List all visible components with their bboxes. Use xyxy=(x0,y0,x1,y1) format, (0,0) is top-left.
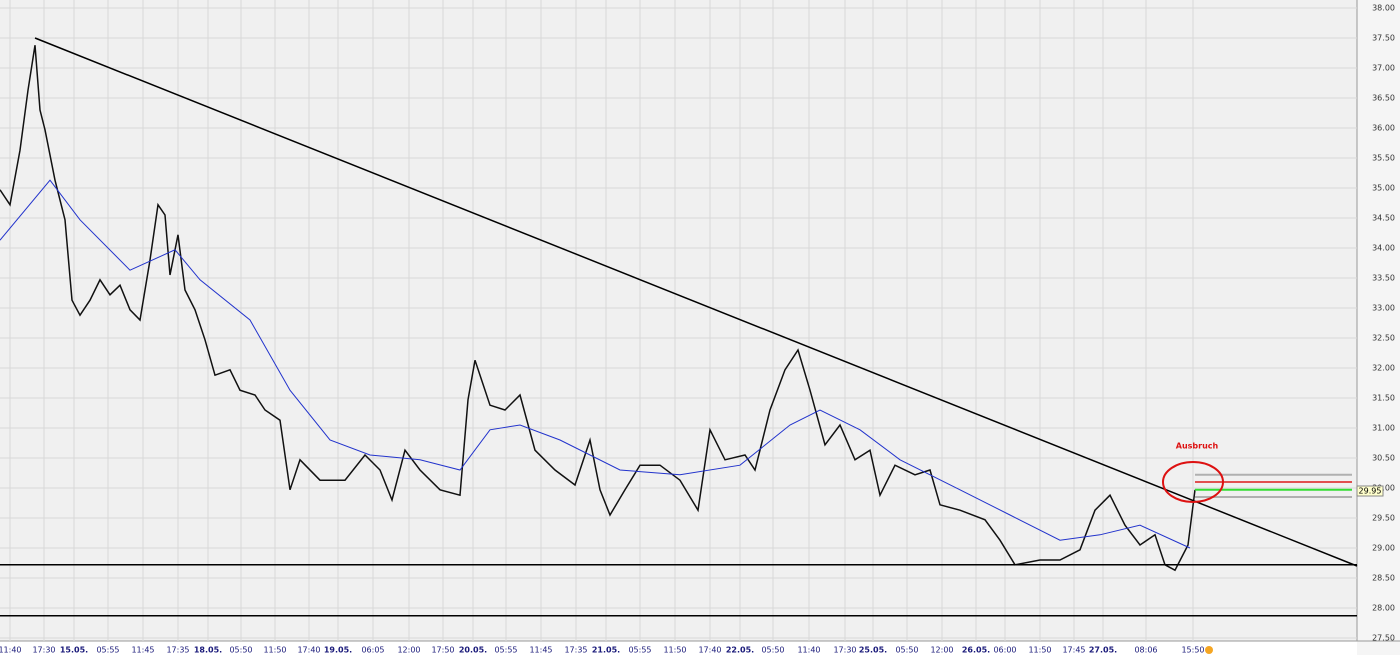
x-tick-label: 11:50 xyxy=(663,646,686,655)
x-tick-label: 12:00 xyxy=(930,646,953,655)
y-tick-label: 28.50 xyxy=(1372,574,1395,583)
y-tick-label: 30.00 xyxy=(1372,484,1395,493)
y-tick-label: 33.00 xyxy=(1372,304,1395,313)
x-tick-label: 17:30 xyxy=(833,646,856,655)
x-tick-label: 15.05. xyxy=(60,646,88,655)
x-tick-label: 05:55 xyxy=(494,646,517,655)
y-tick-label: 31.00 xyxy=(1372,424,1395,433)
x-tick-label: 27.05. xyxy=(1089,646,1117,655)
y-tick-label: 35.00 xyxy=(1372,184,1395,193)
y-tick-label: 36.00 xyxy=(1372,124,1395,133)
y-tick-label: 35.50 xyxy=(1372,154,1395,163)
x-tick-label: 26.05. xyxy=(962,646,990,655)
y-tick-label: 37.50 xyxy=(1372,34,1395,43)
x-tick-label: 11:50 xyxy=(263,646,286,655)
last-price-label: 29.95 xyxy=(1359,487,1382,496)
x-tick-label: 11:45 xyxy=(131,646,154,655)
x-tick-label: 17:30 xyxy=(32,646,55,655)
x-tick-label: 08:06 xyxy=(1134,646,1157,655)
x-tick-label: 05:55 xyxy=(96,646,119,655)
y-tick-label: 37.00 xyxy=(1372,64,1395,73)
x-tick-label: 05:50 xyxy=(895,646,918,655)
y-tick-label: 36.50 xyxy=(1372,94,1395,103)
x-tick-label: 18.05. xyxy=(194,646,222,655)
x-tick-label: 06:00 xyxy=(993,646,1016,655)
y-tick-label: 33.50 xyxy=(1372,274,1395,283)
y-tick-label: 34.00 xyxy=(1372,244,1395,253)
x-tick-label: 06:05 xyxy=(361,646,384,655)
x-tick-label: 22.05. xyxy=(726,646,754,655)
breakout-circle xyxy=(1162,461,1224,503)
y-tick-label: 30.50 xyxy=(1372,454,1395,463)
plot-background xyxy=(0,0,1357,641)
x-tick-label: 20.05. xyxy=(459,646,487,655)
y-tick-label: 28.00 xyxy=(1372,604,1395,613)
x-tick-label: 19.05. xyxy=(324,646,352,655)
x-tick-label: 17:50 xyxy=(431,646,454,655)
x-tick-label: 05:50 xyxy=(761,646,784,655)
x-tick-label: 11:50 xyxy=(1028,646,1051,655)
x-tick-label: 11:45 xyxy=(529,646,552,655)
x-tick-label: 05:50 xyxy=(229,646,252,655)
y-tick-label: 32.50 xyxy=(1372,334,1395,343)
x-tick-label: 17:40 xyxy=(698,646,721,655)
live-indicator xyxy=(1205,646,1213,654)
trend-line xyxy=(34,37,1358,567)
x-tick-label: 15:50 xyxy=(1181,646,1204,655)
y-tick-label: 31.50 xyxy=(1372,394,1395,403)
x-tick-label: 17:45 xyxy=(1062,646,1085,655)
y-tick-label: 29.00 xyxy=(1372,544,1395,553)
x-tick-label: 17:40 xyxy=(297,646,320,655)
x-tick-label: 11:40 xyxy=(0,646,22,655)
y-tick-label: 34.50 xyxy=(1372,214,1395,223)
price-line xyxy=(0,179,1191,549)
y-axis-panel xyxy=(1357,0,1400,655)
x-tick-label: 21.05. xyxy=(592,646,620,655)
x-tick-label: 05:55 xyxy=(628,646,651,655)
y-tick-label: 32.00 xyxy=(1372,364,1395,373)
price-line xyxy=(0,45,1196,572)
annotation-text: Ausbruch xyxy=(1176,442,1219,451)
x-tick-label: 25.05. xyxy=(859,646,887,655)
last-price-box xyxy=(1356,485,1384,497)
y-tick-label: 27.50 xyxy=(1372,634,1395,643)
x-tick-label: 17:35 xyxy=(166,646,189,655)
x-tick-label: 12:00 xyxy=(397,646,420,655)
x-tick-label: 11:40 xyxy=(797,646,820,655)
x-tick-label: 17:35 xyxy=(564,646,587,655)
y-tick-label: 29.50 xyxy=(1372,514,1395,523)
y-tick-label: 38.00 xyxy=(1372,4,1395,13)
